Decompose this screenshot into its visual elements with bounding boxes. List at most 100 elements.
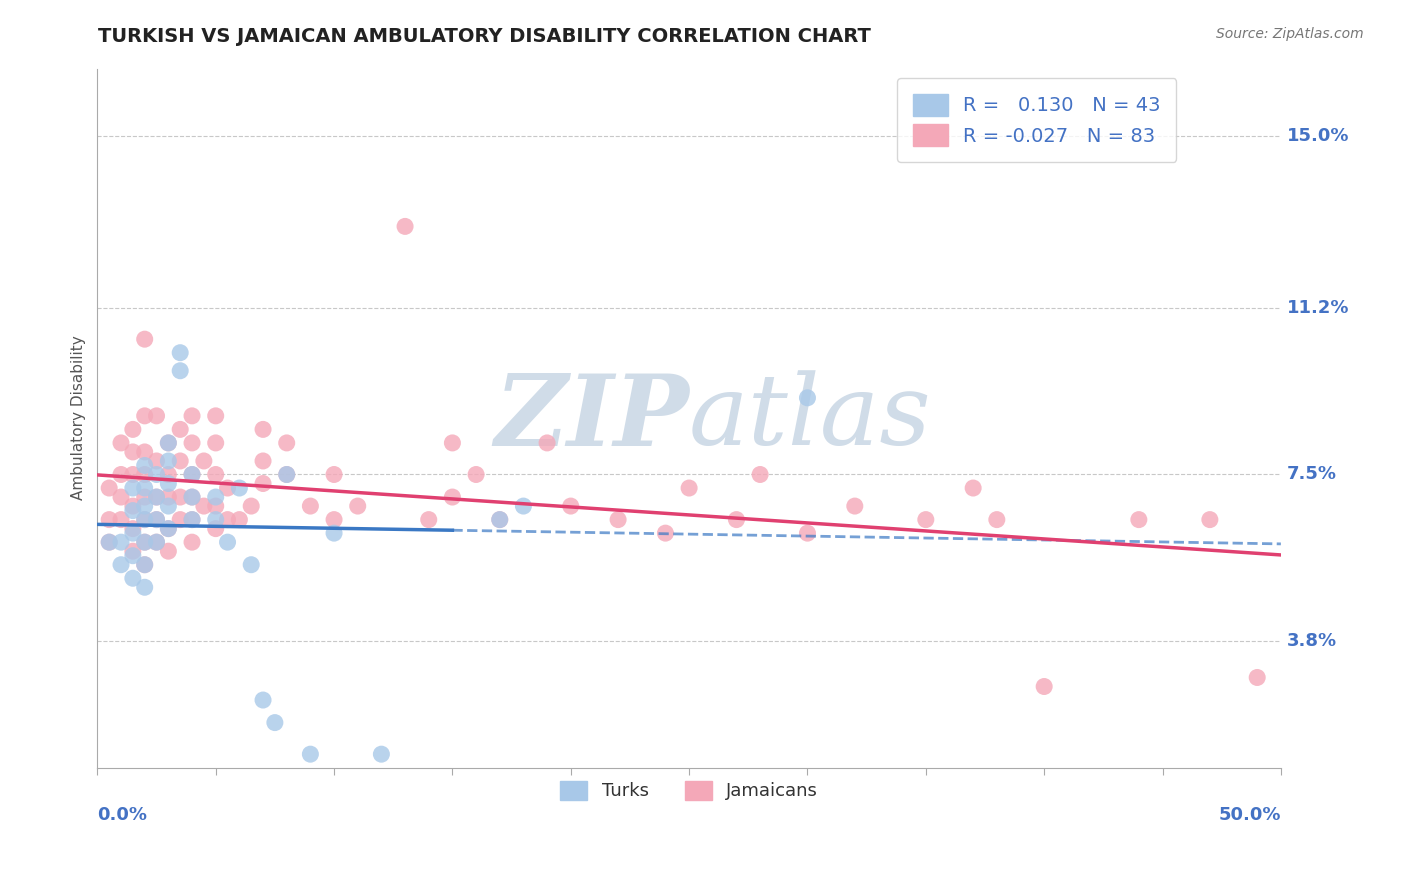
Point bbox=[145, 513, 167, 527]
Point bbox=[252, 476, 274, 491]
Point bbox=[370, 747, 392, 761]
Point bbox=[488, 513, 510, 527]
Point bbox=[678, 481, 700, 495]
Text: TURKISH VS JAMAICAN AMBULATORY DISABILITY CORRELATION CHART: TURKISH VS JAMAICAN AMBULATORY DISABILIT… bbox=[98, 27, 872, 45]
Point bbox=[134, 481, 156, 495]
Point bbox=[181, 513, 204, 527]
Point bbox=[134, 490, 156, 504]
Point bbox=[121, 571, 143, 585]
Point bbox=[145, 513, 167, 527]
Point bbox=[725, 513, 748, 527]
Point bbox=[465, 467, 488, 482]
Point bbox=[228, 513, 250, 527]
Point bbox=[110, 513, 132, 527]
Point bbox=[145, 454, 167, 468]
Point bbox=[110, 467, 132, 482]
Point bbox=[110, 535, 132, 549]
Point bbox=[536, 436, 558, 450]
Point bbox=[181, 467, 204, 482]
Point bbox=[217, 481, 239, 495]
Point bbox=[962, 481, 984, 495]
Point bbox=[252, 454, 274, 468]
Point bbox=[181, 513, 204, 527]
Point bbox=[157, 467, 180, 482]
Text: 3.8%: 3.8% bbox=[1286, 632, 1337, 650]
Point bbox=[134, 535, 156, 549]
Point bbox=[264, 715, 287, 730]
Point bbox=[252, 422, 274, 436]
Point bbox=[110, 490, 132, 504]
Y-axis label: Ambulatory Disability: Ambulatory Disability bbox=[72, 335, 86, 500]
Point bbox=[121, 499, 143, 513]
Point bbox=[607, 513, 630, 527]
Point bbox=[204, 513, 226, 527]
Point bbox=[98, 535, 121, 549]
Point bbox=[749, 467, 772, 482]
Point bbox=[299, 499, 322, 513]
Point bbox=[134, 445, 156, 459]
Point bbox=[121, 522, 143, 536]
Point bbox=[796, 526, 818, 541]
Point bbox=[121, 445, 143, 459]
Legend: Turks, Jamaicans: Turks, Jamaicans bbox=[553, 774, 825, 807]
Text: 7.5%: 7.5% bbox=[1286, 466, 1337, 483]
Point bbox=[240, 499, 263, 513]
Point bbox=[157, 522, 180, 536]
Point bbox=[157, 499, 180, 513]
Point bbox=[204, 467, 226, 482]
Point bbox=[217, 513, 239, 527]
Point bbox=[121, 481, 143, 495]
Text: 11.2%: 11.2% bbox=[1286, 299, 1350, 317]
Point bbox=[204, 490, 226, 504]
Point bbox=[252, 693, 274, 707]
Point bbox=[157, 490, 180, 504]
Point bbox=[121, 544, 143, 558]
Point bbox=[98, 535, 121, 549]
Text: 0.0%: 0.0% bbox=[97, 806, 148, 824]
Point bbox=[204, 522, 226, 536]
Point bbox=[418, 513, 440, 527]
Point bbox=[134, 467, 156, 482]
Point bbox=[181, 490, 204, 504]
Point bbox=[134, 558, 156, 572]
Point bbox=[394, 219, 416, 234]
Point bbox=[169, 490, 191, 504]
Point bbox=[134, 332, 156, 346]
Point bbox=[134, 580, 156, 594]
Point bbox=[193, 454, 215, 468]
Point bbox=[110, 558, 132, 572]
Point bbox=[346, 499, 368, 513]
Point bbox=[134, 513, 156, 527]
Point bbox=[204, 409, 226, 423]
Point bbox=[134, 499, 156, 513]
Point bbox=[157, 522, 180, 536]
Point bbox=[134, 409, 156, 423]
Point bbox=[121, 422, 143, 436]
Point bbox=[240, 558, 263, 572]
Point bbox=[488, 513, 510, 527]
Point bbox=[121, 467, 143, 482]
Point bbox=[441, 436, 464, 450]
Point bbox=[169, 422, 191, 436]
Point bbox=[98, 481, 121, 495]
Point bbox=[181, 467, 204, 482]
Text: 15.0%: 15.0% bbox=[1286, 128, 1350, 145]
Point bbox=[121, 549, 143, 563]
Point bbox=[276, 436, 298, 450]
Point bbox=[121, 526, 143, 541]
Point bbox=[121, 503, 143, 517]
Point bbox=[323, 513, 346, 527]
Point bbox=[1198, 513, 1220, 527]
Point bbox=[134, 513, 156, 527]
Point bbox=[145, 409, 167, 423]
Point bbox=[986, 513, 1008, 527]
Point bbox=[169, 454, 191, 468]
Point bbox=[145, 490, 167, 504]
Point bbox=[844, 499, 866, 513]
Point bbox=[512, 499, 534, 513]
Point bbox=[134, 558, 156, 572]
Point bbox=[169, 364, 191, 378]
Point bbox=[98, 513, 121, 527]
Point bbox=[193, 499, 215, 513]
Point bbox=[560, 499, 582, 513]
